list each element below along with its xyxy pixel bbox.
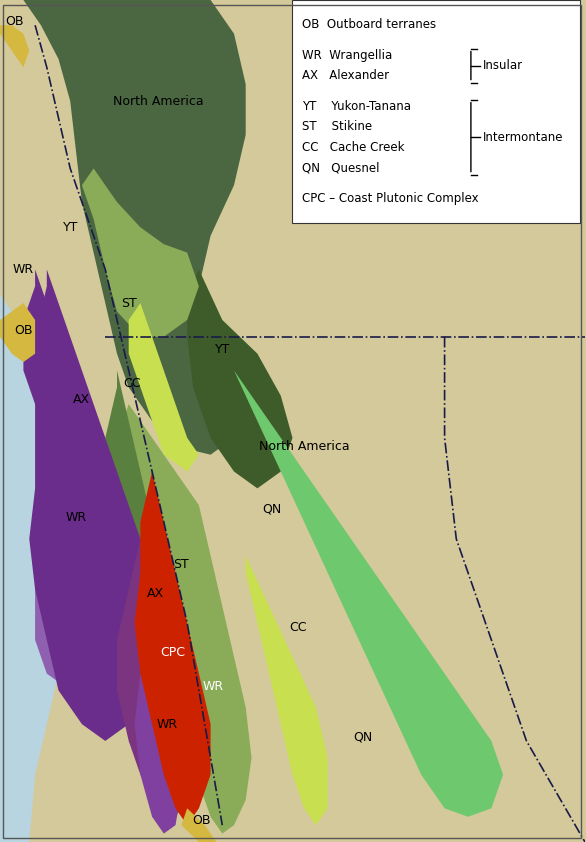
Polygon shape bbox=[181, 808, 216, 842]
Text: WR: WR bbox=[156, 717, 178, 731]
Polygon shape bbox=[234, 370, 503, 817]
Text: WR: WR bbox=[203, 679, 224, 693]
Polygon shape bbox=[35, 488, 105, 690]
Text: WR  Wrangellia: WR Wrangellia bbox=[302, 49, 393, 61]
Polygon shape bbox=[82, 168, 199, 337]
Text: OB: OB bbox=[193, 814, 211, 828]
Text: QN: QN bbox=[353, 730, 372, 743]
Text: OB: OB bbox=[14, 324, 33, 338]
Polygon shape bbox=[105, 370, 193, 825]
Text: QN: QN bbox=[263, 503, 282, 516]
Polygon shape bbox=[117, 539, 175, 791]
Text: Intermontane: Intermontane bbox=[483, 131, 563, 144]
Text: OB  Outboard terranes: OB Outboard terranes bbox=[302, 19, 437, 31]
Polygon shape bbox=[117, 404, 251, 834]
Text: CC: CC bbox=[123, 376, 141, 390]
Polygon shape bbox=[129, 303, 199, 472]
Text: ST    Stikine: ST Stikine bbox=[302, 120, 373, 133]
Text: WR: WR bbox=[66, 511, 87, 525]
Text: ST: ST bbox=[121, 296, 137, 310]
FancyBboxPatch shape bbox=[292, 0, 580, 223]
Text: OB: OB bbox=[5, 14, 24, 28]
Text: AX: AX bbox=[73, 393, 90, 407]
Text: YT: YT bbox=[214, 343, 230, 356]
Text: North America: North America bbox=[113, 94, 203, 108]
Polygon shape bbox=[0, 25, 29, 67]
Text: AX   Alexander: AX Alexander bbox=[302, 69, 390, 83]
Polygon shape bbox=[246, 556, 328, 825]
Text: QN   Quesnel: QN Quesnel bbox=[302, 162, 380, 174]
Text: CC: CC bbox=[289, 621, 307, 634]
Polygon shape bbox=[135, 640, 181, 834]
Text: CC   Cache Creek: CC Cache Creek bbox=[302, 141, 405, 154]
Polygon shape bbox=[23, 0, 246, 455]
Polygon shape bbox=[135, 472, 210, 825]
Text: AX: AX bbox=[146, 587, 163, 600]
Polygon shape bbox=[0, 303, 35, 362]
Text: YT: YT bbox=[63, 221, 78, 234]
Text: CPC – Coast Plutonic Complex: CPC – Coast Plutonic Complex bbox=[302, 192, 479, 205]
Polygon shape bbox=[0, 295, 94, 842]
Text: North America: North America bbox=[259, 440, 349, 453]
Polygon shape bbox=[187, 269, 292, 488]
Text: CPC: CPC bbox=[160, 646, 185, 659]
Polygon shape bbox=[23, 269, 59, 421]
Polygon shape bbox=[29, 269, 158, 741]
Text: WR: WR bbox=[13, 263, 34, 276]
Text: Insular: Insular bbox=[483, 59, 523, 72]
Text: ST: ST bbox=[173, 557, 189, 571]
Text: YT    Yukon-Tanana: YT Yukon-Tanana bbox=[302, 100, 411, 113]
